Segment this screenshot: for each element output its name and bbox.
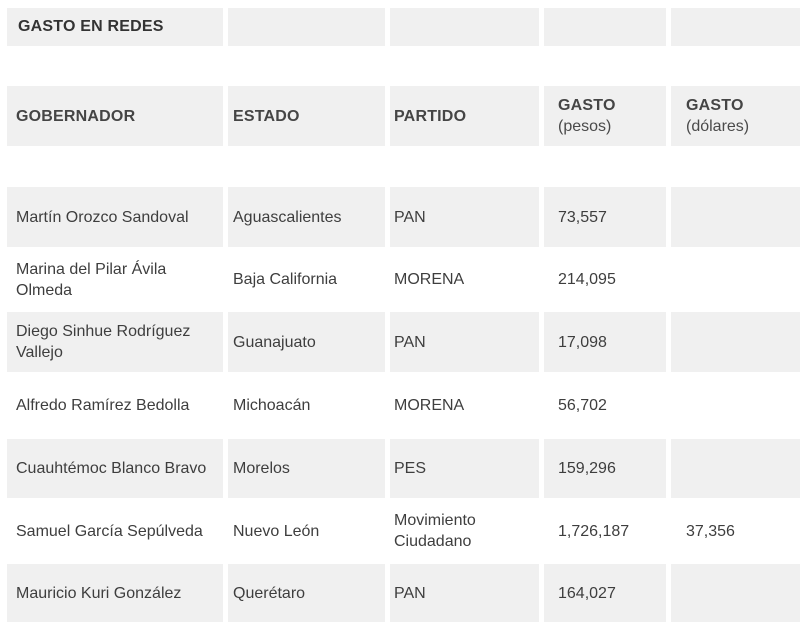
header-cell-partido: PARTIDO bbox=[390, 86, 539, 146]
gasto-pesos-value: 17,098 bbox=[558, 333, 607, 351]
header-cell-gobernador: GOBERNADOR bbox=[7, 86, 223, 146]
header-cell-estado: ESTADO bbox=[228, 86, 385, 146]
cell-gobernador: Martín Orozco Sandoval bbox=[7, 187, 223, 247]
cell-estado: Morelos bbox=[228, 439, 385, 498]
cell-gobernador: Marina del Pilar Ávila Olmeda bbox=[7, 247, 223, 312]
gasto-pesos-value: 159,296 bbox=[558, 460, 616, 477]
title-cell: GASTO EN REDES bbox=[7, 8, 223, 46]
cell-gobernador: Mauricio Kuri González bbox=[7, 564, 223, 622]
cell-estado: Guanajuato bbox=[228, 312, 385, 372]
gasto-dolares-value: 37,356 bbox=[686, 522, 735, 540]
gobernador-name: Mauricio Kuri González bbox=[16, 584, 182, 602]
cell-gobernador: Alfredo Ramírez Bedolla bbox=[7, 372, 223, 439]
cell-estado: Baja California bbox=[228, 247, 385, 312]
title-empty-cell bbox=[671, 8, 800, 46]
title-empty-cell bbox=[544, 8, 666, 46]
cell-partido: Movimiento Ciudadano bbox=[390, 498, 539, 564]
spacer-row bbox=[7, 46, 800, 86]
cell-gasto-pesos: 214,095 bbox=[544, 247, 666, 312]
table-title: GASTO EN REDES bbox=[18, 18, 164, 35]
header-cell-gasto-pesos: GASTO (pesos) bbox=[544, 86, 666, 146]
gasto-pesos-value: 56,702 bbox=[558, 397, 607, 414]
table-row: Alfredo Ramírez Bedolla Michoacán MORENA… bbox=[7, 372, 800, 439]
gasto-pesos-value: 164,027 bbox=[558, 584, 616, 602]
estado-name: Michoacán bbox=[233, 397, 311, 414]
cell-gasto-pesos: 1,726,187 bbox=[544, 498, 666, 564]
cell-partido: MORENA bbox=[390, 247, 539, 312]
cell-gasto-dolares bbox=[671, 187, 800, 247]
estado-name: Querétaro bbox=[233, 584, 306, 602]
gasto-pesos-value: 73,557 bbox=[558, 208, 607, 226]
cell-gobernador: Samuel García Sepúlveda bbox=[7, 498, 223, 564]
cell-estado: Michoacán bbox=[228, 372, 385, 439]
gobernador-name: Marina del Pilar Ávila Olmeda bbox=[16, 260, 167, 299]
estado-name: Morelos bbox=[233, 460, 290, 477]
cell-gasto-pesos: 56,702 bbox=[544, 372, 666, 439]
cell-gobernador: Cuauhtémoc Blanco Bravo bbox=[7, 439, 223, 498]
estado-name: Guanajuato bbox=[233, 333, 316, 351]
cell-gasto-pesos: 73,557 bbox=[544, 187, 666, 247]
header-cell-gasto-dolares: GASTO (dólares) bbox=[671, 86, 800, 146]
cell-partido: PES bbox=[390, 439, 539, 498]
table-row: Samuel García Sepúlveda Nuevo León Movim… bbox=[7, 498, 800, 564]
partido-name: PAN bbox=[394, 584, 426, 602]
title-empty-cell bbox=[228, 8, 385, 46]
partido-name: Movimiento Ciudadano bbox=[394, 512, 476, 550]
table-row: Mauricio Kuri González Querétaro PAN 164… bbox=[7, 564, 800, 622]
header-label: PARTIDO bbox=[394, 107, 467, 125]
gasto-pesos-value: 214,095 bbox=[558, 271, 616, 288]
estado-name: Nuevo León bbox=[233, 522, 320, 540]
table-row: Cuauhtémoc Blanco Bravo Morelos PES 159,… bbox=[7, 439, 800, 498]
header-sublabel: (dólares) bbox=[686, 118, 750, 135]
header-label: GASTO bbox=[558, 97, 616, 114]
cell-gasto-dolares bbox=[671, 312, 800, 372]
estado-name: Aguascalientes bbox=[233, 208, 342, 226]
cell-partido: PAN bbox=[390, 187, 539, 247]
gobernador-name: Cuauhtémoc Blanco Bravo bbox=[16, 460, 207, 477]
cell-gasto-dolares bbox=[671, 372, 800, 439]
cell-estado: Querétaro bbox=[228, 564, 385, 622]
cell-partido: PAN bbox=[390, 564, 539, 622]
cell-gasto-dolares bbox=[671, 439, 800, 498]
gobernador-name: Diego Sinhue Rodríguez Vallejo bbox=[16, 323, 191, 361]
partido-name: MORENA bbox=[394, 271, 465, 288]
gobernador-name: Martín Orozco Sandoval bbox=[16, 208, 189, 226]
table-row: Diego Sinhue Rodríguez Vallejo Guanajuat… bbox=[7, 312, 800, 372]
table-title-row: GASTO EN REDES bbox=[7, 8, 800, 46]
spending-table: GASTO EN REDES GOBERNADOR ESTADO PARTIDO… bbox=[7, 8, 800, 622]
cell-gasto-pesos: 164,027 bbox=[544, 564, 666, 622]
partido-name: PAN bbox=[394, 208, 426, 226]
spacer-row bbox=[7, 146, 800, 187]
title-empty-cell bbox=[390, 8, 539, 46]
cell-estado: Nuevo León bbox=[228, 498, 385, 564]
header-label: ESTADO bbox=[233, 107, 300, 125]
partido-name: PAN bbox=[394, 333, 426, 351]
cell-estado: Aguascalientes bbox=[228, 187, 385, 247]
cell-gasto-dolares bbox=[671, 247, 800, 312]
cell-gasto-dolares: 37,356 bbox=[671, 498, 800, 564]
cell-partido: PAN bbox=[390, 312, 539, 372]
partido-name: MORENA bbox=[394, 397, 465, 414]
header-label: GASTO bbox=[686, 97, 744, 114]
cell-gasto-dolares bbox=[671, 564, 800, 622]
cell-gasto-pesos: 159,296 bbox=[544, 439, 666, 498]
cell-gobernador: Diego Sinhue Rodríguez Vallejo bbox=[7, 312, 223, 372]
header-label: GOBERNADOR bbox=[16, 107, 136, 125]
table-header-row: GOBERNADOR ESTADO PARTIDO GASTO (pesos) … bbox=[7, 86, 800, 146]
estado-name: Baja California bbox=[233, 271, 338, 288]
header-sublabel: (pesos) bbox=[558, 118, 612, 135]
gobernador-name: Samuel García Sepúlveda bbox=[16, 522, 203, 540]
gasto-pesos-value: 1,726,187 bbox=[558, 522, 630, 540]
cell-partido: MORENA bbox=[390, 372, 539, 439]
gobernador-name: Alfredo Ramírez Bedolla bbox=[16, 397, 190, 414]
table-row: Martín Orozco Sandoval Aguascalientes PA… bbox=[7, 187, 800, 247]
partido-name: PES bbox=[394, 460, 427, 477]
table-row: Marina del Pilar Ávila Olmeda Baja Calif… bbox=[7, 247, 800, 312]
cell-gasto-pesos: 17,098 bbox=[544, 312, 666, 372]
